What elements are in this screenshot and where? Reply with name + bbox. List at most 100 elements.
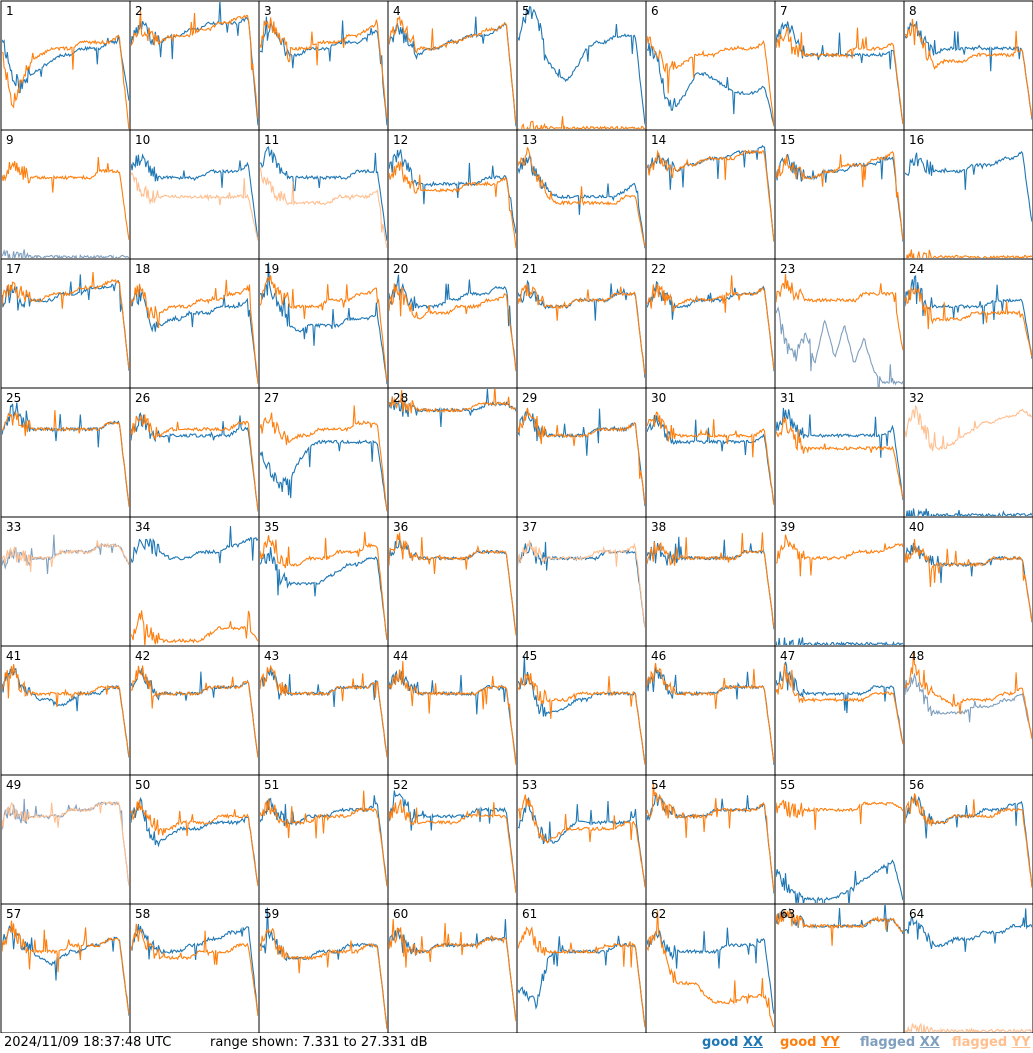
- legend-flagged-xx: flagged XX: [860, 1033, 940, 1053]
- panel-39: 39: [774, 516, 905, 647]
- panel-label: 40: [909, 520, 924, 534]
- panel-label: 36: [393, 520, 408, 534]
- series-yy-line: [2, 664, 129, 757]
- series-xx-line: [905, 672, 1032, 737]
- series-yy-line: [647, 910, 774, 1028]
- panel-label: 37: [522, 520, 537, 534]
- series-yy-line: [776, 663, 903, 745]
- panel-label: 59: [264, 907, 279, 921]
- series-xx-line: [131, 796, 258, 885]
- panel-frame: [129, 645, 260, 776]
- panel-27: 27: [258, 387, 389, 518]
- panel-4: 4: [387, 0, 518, 131]
- panel-36: 36: [387, 516, 518, 647]
- panel-label: 45: [522, 649, 537, 663]
- panel-label: 28: [393, 391, 408, 405]
- series-xx-line: [776, 637, 903, 645]
- series-xx-line: [905, 795, 1032, 888]
- series-yy-line: [776, 274, 903, 351]
- series-yy-line: [905, 286, 1032, 358]
- panel-frame: [774, 258, 905, 389]
- series-yy-line: [776, 799, 903, 830]
- series-xx-line: [776, 21, 903, 125]
- panel-61: 61: [516, 903, 647, 1033]
- series-yy-line: [2, 410, 129, 507]
- panel-frame: [903, 258, 1033, 389]
- panel-label: 9: [6, 133, 14, 147]
- series-yy-line: [131, 610, 258, 645]
- panel-frame: [903, 516, 1033, 647]
- legend-quality: good: [780, 1035, 817, 1050]
- series-yy-line: [518, 116, 645, 129]
- series-yy-line: [518, 147, 645, 247]
- panel-label: 46: [651, 649, 666, 663]
- series-yy-line: [389, 389, 516, 414]
- panel-frame: [129, 258, 260, 389]
- series-xx-line: [905, 508, 1032, 516]
- series-yy-line: [389, 15, 516, 124]
- series-yy-line: [131, 279, 258, 385]
- panel-10: 10: [129, 129, 260, 260]
- legend-quality: flagged: [860, 1035, 916, 1050]
- panel-label: 56: [909, 778, 924, 792]
- panel-16: 16: [903, 129, 1033, 260]
- panel-frame: [258, 387, 389, 518]
- panel-label: 39: [780, 520, 795, 534]
- series-xx-line: [260, 16, 387, 126]
- panel-label: 4: [393, 4, 401, 18]
- series-yy-line: [647, 35, 774, 127]
- series-yy-line: [131, 665, 258, 758]
- panel-label: 60: [393, 907, 408, 921]
- panel-37: 37: [516, 516, 647, 647]
- series-yy-line: [905, 404, 1032, 452]
- panel-frame: [0, 774, 131, 905]
- panel-19: 19: [258, 258, 389, 389]
- panel-label: 7: [780, 4, 788, 18]
- panel-frame: [387, 774, 518, 905]
- panel-frame: [516, 258, 647, 389]
- series-xx-line: [518, 935, 645, 1027]
- panel-frame: [258, 0, 389, 131]
- series-yy-line: [518, 794, 645, 888]
- panel-60: 60: [387, 903, 518, 1033]
- series-yy-line: [2, 34, 129, 129]
- panel-label: 30: [651, 391, 666, 405]
- panel-frame: [0, 903, 131, 1033]
- series-xx-line: [647, 414, 774, 505]
- series-xx-line: [260, 439, 387, 512]
- panel-frame: [516, 645, 647, 776]
- panel-label: 13: [522, 133, 537, 147]
- series-yy-line: [647, 275, 774, 370]
- panel-frame: [645, 387, 776, 518]
- timestamp: 2024/11/09 18:37:48 UTC: [4, 1035, 172, 1050]
- panel-21: 21: [516, 258, 647, 389]
- series-yy-line: [647, 663, 774, 763]
- panel-frame: [0, 516, 131, 647]
- series-xx-line: [776, 153, 903, 242]
- panel-9: 9: [0, 129, 131, 260]
- panel-frame: [645, 774, 776, 905]
- series-xx-line: [647, 42, 774, 127]
- series-xx-line: [518, 796, 645, 886]
- series-yy-line: [260, 664, 387, 758]
- panel-18: 18: [129, 258, 260, 389]
- panel-label: 24: [909, 262, 924, 276]
- panel-frame: [516, 516, 647, 647]
- panel-14: 14: [645, 129, 776, 260]
- panel-label: 34: [135, 520, 150, 534]
- series-yy-line: [518, 283, 645, 375]
- series-yy-line: [2, 272, 129, 370]
- series-yy-line: [260, 275, 387, 382]
- panel-label: 25: [6, 391, 21, 405]
- legend-flagged-yy: flagged YY: [952, 1033, 1031, 1053]
- panel-54: 54: [645, 774, 776, 905]
- panel-label: 29: [522, 391, 537, 405]
- panel-label: 11: [264, 133, 279, 147]
- panel-frame: [387, 903, 518, 1033]
- panel-frame: [258, 258, 389, 389]
- series-xx-line: [131, 924, 258, 1016]
- series-yy-line: [647, 149, 774, 242]
- panel-29: 29: [516, 387, 647, 518]
- panel-frame: [903, 0, 1033, 131]
- series-yy-line: [389, 799, 516, 893]
